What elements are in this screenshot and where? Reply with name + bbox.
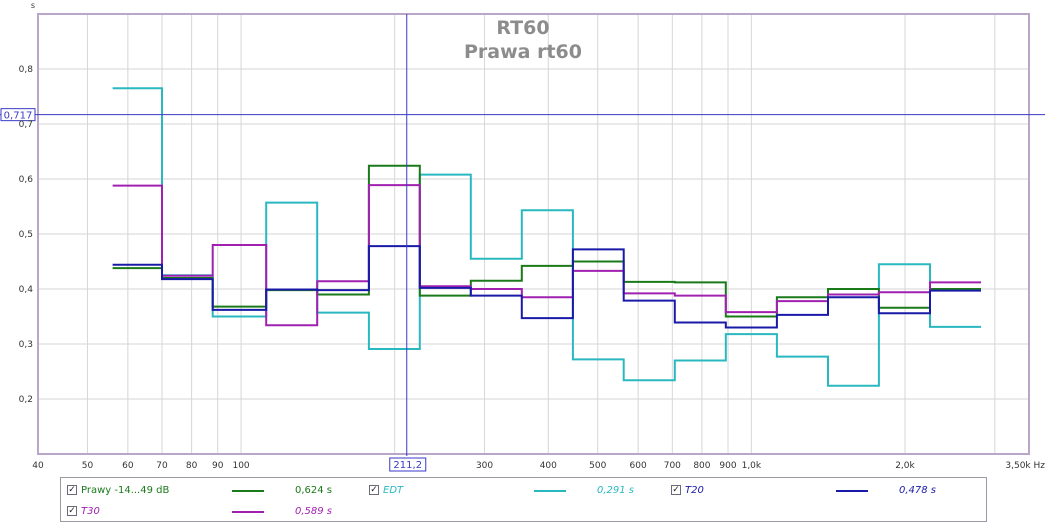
- y-tick-label: 0,7: [19, 120, 33, 130]
- cursor-x-readout: 211,2: [393, 460, 422, 471]
- legend-checkbox[interactable]: ✓: [369, 485, 379, 495]
- x-tick-label: 90: [212, 461, 224, 471]
- y-tick-label: 0,2: [19, 395, 33, 405]
- y-tick-label: 0,8: [19, 65, 34, 75]
- x-tick-label: 3,50k Hz: [1005, 461, 1045, 471]
- x-tick-label: 300: [476, 461, 493, 471]
- x-tick-label: 400: [540, 461, 557, 471]
- legend-value: 0,589 s: [294, 506, 332, 517]
- x-tick-label: 100: [232, 461, 249, 471]
- legend-checkbox[interactable]: ✓: [67, 506, 77, 516]
- x-tick-label: 500: [589, 461, 606, 471]
- y-axis-unit: s: [31, 1, 35, 10]
- legend-label: EDT: [383, 485, 404, 496]
- series-line-edt: [112, 87, 981, 387]
- legend-checkbox[interactable]: ✓: [671, 485, 681, 495]
- series-group: [112, 87, 981, 387]
- x-tick-label: 40: [32, 461, 44, 471]
- x-tick-label: 50: [82, 461, 94, 471]
- legend-line-swatch: [232, 490, 264, 492]
- x-tick-label: 900: [719, 461, 736, 471]
- cursor-y-readout-box: [0, 108, 36, 122]
- chart-subtitle: Prawa rt60: [464, 41, 582, 63]
- legend-label: Prawy -14...49 dB: [81, 485, 170, 496]
- axis-labels: 0,2 0,3 0,4 0,5 0,6 0,7 0,8 40 50 60 70 80 90 100 300 4…: [19, 1, 1046, 471]
- y-tick-label: 0,6: [19, 175, 34, 185]
- y-tick-label: 0,4: [19, 285, 34, 295]
- x-tick-label: 2,0k: [895, 461, 915, 471]
- cursor-x-readout-box: [389, 457, 427, 472]
- cursor-y-readout: 0,717: [4, 111, 33, 122]
- series-line-t20: [112, 245, 981, 329]
- legend-line-swatch: [836, 490, 868, 492]
- plot-border: [37, 13, 1030, 455]
- legend-line-swatch: [232, 511, 264, 513]
- legend-value: 0,624 s: [294, 485, 332, 496]
- legend-label: T30: [81, 506, 100, 517]
- y-tick-label: 0,3: [19, 340, 33, 350]
- x-tick-label: 700: [664, 461, 681, 471]
- x-tick-label: 1,0k: [742, 461, 762, 471]
- y-tick-label: 0,5: [19, 230, 33, 240]
- x-tick-label: 60: [122, 461, 134, 471]
- legend-panel: ✓ Prawy -14...49 dB 0,624 s ✓ EDT 0,291 …: [60, 477, 987, 522]
- legend-line-swatch: [534, 490, 566, 492]
- x-tick-label: 600: [630, 461, 647, 471]
- x-tick-label: 70: [156, 461, 168, 471]
- legend-label: T20: [685, 485, 704, 496]
- cursor-crosshair[interactable]: 0,717 211,2: [0, 14, 1045, 472]
- legend-value: 0,291 s: [596, 485, 634, 496]
- x-tick-label: 800: [693, 461, 710, 471]
- chart-title: RT60: [496, 17, 549, 39]
- legend-value: 0,478 s: [898, 485, 936, 496]
- x-tick-label: 80: [186, 461, 198, 471]
- rt60-chart[interactable]: 0,717 211,2 0,2 0,3 0,4 0,5 0,6 0,7 0,8 40 50 60 70…: [0, 0, 1046, 477]
- legend-checkbox[interactable]: ✓: [67, 485, 77, 495]
- series-line-t30: [112, 184, 981, 327]
- grid: [37, 13, 1030, 455]
